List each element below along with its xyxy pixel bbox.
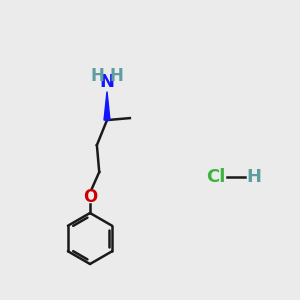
Text: H: H — [246, 168, 261, 186]
Text: Cl: Cl — [206, 168, 226, 186]
Text: H: H — [110, 67, 124, 85]
Text: H: H — [90, 67, 104, 85]
Text: O: O — [83, 188, 97, 206]
Polygon shape — [104, 92, 110, 120]
Text: N: N — [100, 73, 115, 91]
